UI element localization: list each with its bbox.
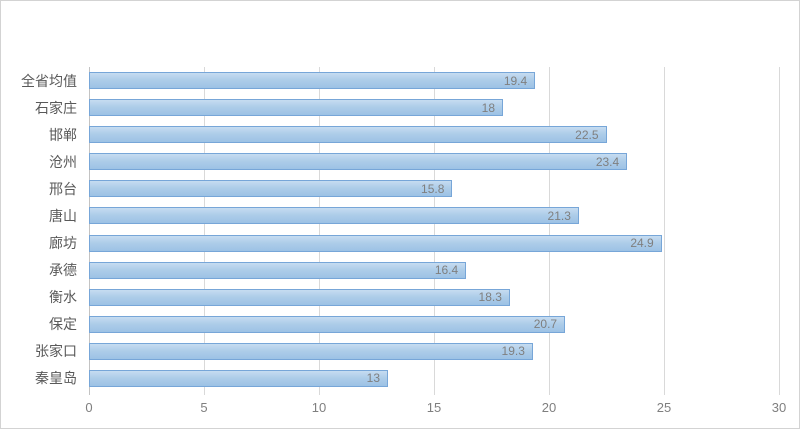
bar: 20.7	[89, 315, 566, 333]
x-tick-label: 0	[85, 400, 93, 415]
bar-value-label: 21.3	[547, 208, 571, 223]
x-tick-label: 20	[541, 400, 557, 415]
gridline	[779, 67, 780, 395]
bar: 22.5	[89, 126, 607, 144]
category-label: 全省均值	[21, 72, 77, 89]
bar-value-label: 13	[366, 371, 380, 386]
x-tick-label: 25	[656, 400, 672, 415]
x-tick-label: 10	[311, 400, 327, 415]
bar: 16.4	[89, 261, 467, 279]
gridline	[549, 67, 550, 395]
bar: 21.3	[89, 207, 579, 225]
bar: 13	[89, 369, 388, 387]
bar-value-label: 23.4	[595, 154, 620, 169]
bar: 15.8	[89, 180, 453, 198]
category-label: 保定	[49, 316, 77, 333]
y-axis-line	[89, 67, 90, 395]
category-label: 张家口	[35, 343, 77, 360]
category-axis-labels: 全省均值石家庄邯郸沧州邢台唐山廊坊承德衡水保定张家口秦皇岛	[1, 67, 83, 392]
bar: 18	[89, 99, 503, 117]
gridline	[319, 67, 320, 395]
bar-value-label: 16.4	[434, 263, 459, 278]
category-label: 廊坊	[49, 235, 77, 252]
bar: 19.3	[89, 342, 533, 360]
bar-value-label: 19.4	[503, 73, 528, 88]
gridline	[434, 67, 435, 395]
gridline	[664, 67, 665, 395]
bar-value-label: 15.8	[421, 181, 445, 196]
value-axis-tick-labels: 0 5 10 15 20 25 30	[1, 400, 799, 420]
bar: 23.4	[89, 153, 628, 171]
x-tick-label: 30	[771, 400, 787, 415]
bar-value-label: 22.5	[575, 127, 599, 142]
bar-value-label: 19.3	[501, 344, 525, 359]
bar-value-label: 20.7	[533, 317, 558, 332]
category-label: 石家庄	[35, 99, 77, 116]
x-tick-label: 15	[426, 400, 442, 415]
bar-value-label: 24.9	[630, 236, 654, 251]
category-label: 邯郸	[49, 126, 77, 143]
bar: 19.4	[89, 72, 536, 90]
category-label: 秦皇岛	[35, 370, 77, 387]
bar-value-label: 18.3	[478, 290, 502, 305]
bar: 18.3	[89, 288, 510, 306]
plot-area: 19.4 18 22.5 23.4 15.8 21.3 24.9 16.4 18.3 20.7 19…	[89, 67, 780, 395]
category-label: 邢台	[49, 180, 77, 197]
category-label: 沧州	[49, 153, 77, 170]
category-label: 承德	[49, 262, 77, 279]
bar-value-label: 18	[481, 100, 495, 115]
bar: 24.9	[89, 234, 662, 252]
category-label: 唐山	[49, 207, 77, 224]
gridline	[204, 67, 205, 395]
category-label: 衡水	[49, 289, 77, 306]
x-tick-label: 5	[200, 400, 208, 415]
